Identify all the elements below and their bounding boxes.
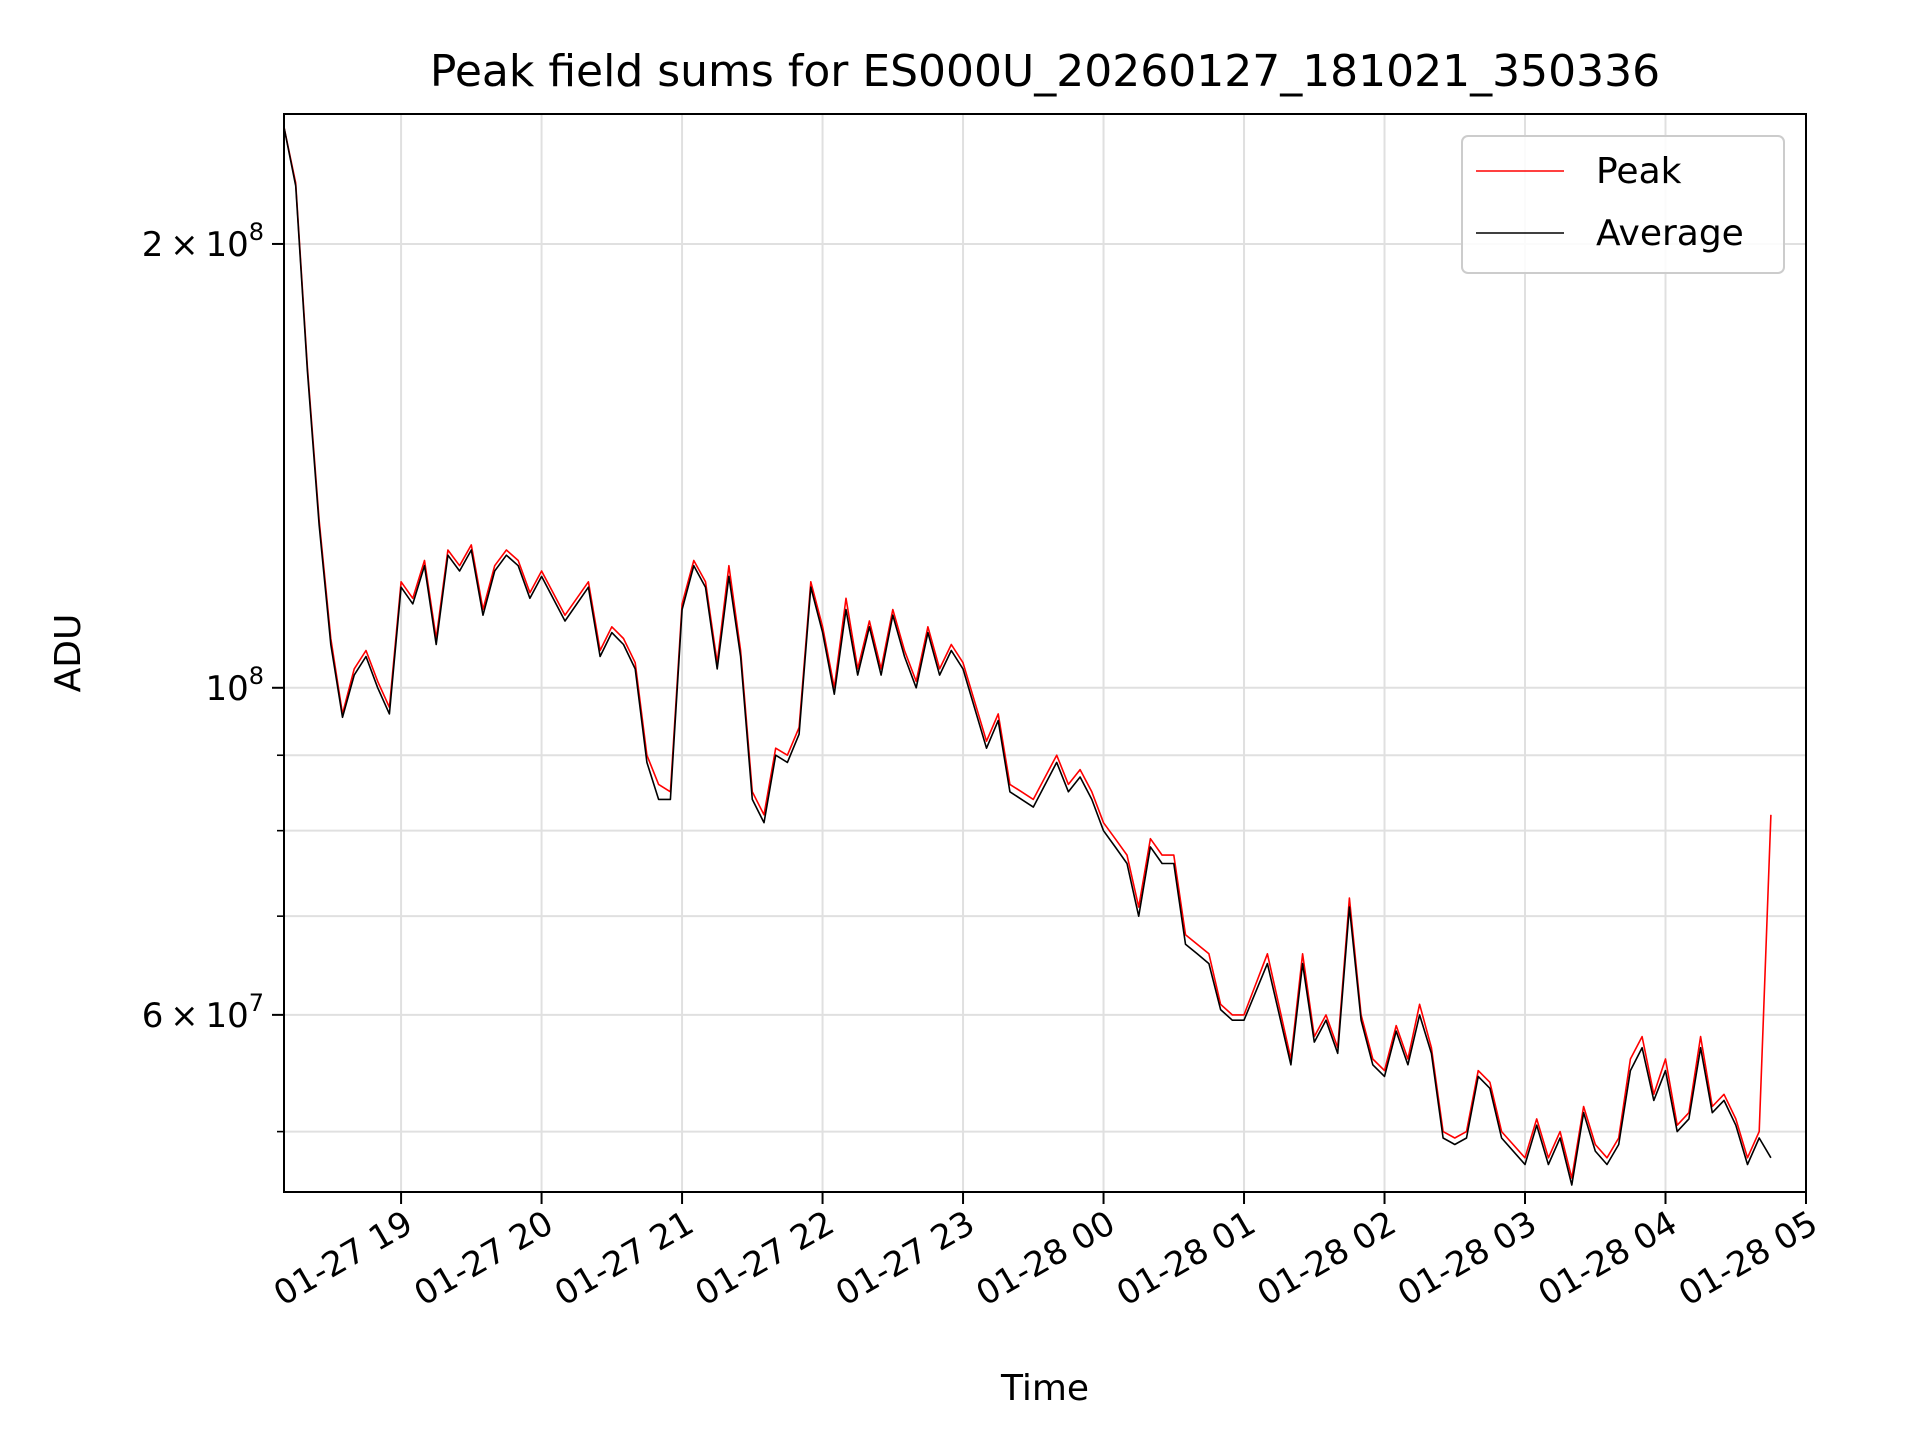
- series-layer: [283, 127, 1772, 1186]
- y-tick-label: 108: [205, 662, 264, 709]
- y-axis-label: ADU: [48, 614, 89, 693]
- legend-label-peak: Peak: [1596, 151, 1682, 192]
- chart-title: Peak field sums for ES000U_20260127_1810…: [430, 46, 1660, 97]
- x-axis-label: Time: [1000, 1368, 1089, 1409]
- y-tick-label: 2 × 108: [142, 218, 264, 265]
- y-tick-label: 6 × 107: [142, 989, 264, 1036]
- series-line-peak: [283, 127, 1772, 1179]
- legend-label-average: Average: [1596, 213, 1744, 254]
- y-axis: 2 × 108 108 6 × 107: [142, 218, 284, 1133]
- legend: Peak Average: [1461, 135, 1785, 274]
- series-line-average: [283, 127, 1772, 1186]
- plot-area-frame: [283, 113, 1807, 1193]
